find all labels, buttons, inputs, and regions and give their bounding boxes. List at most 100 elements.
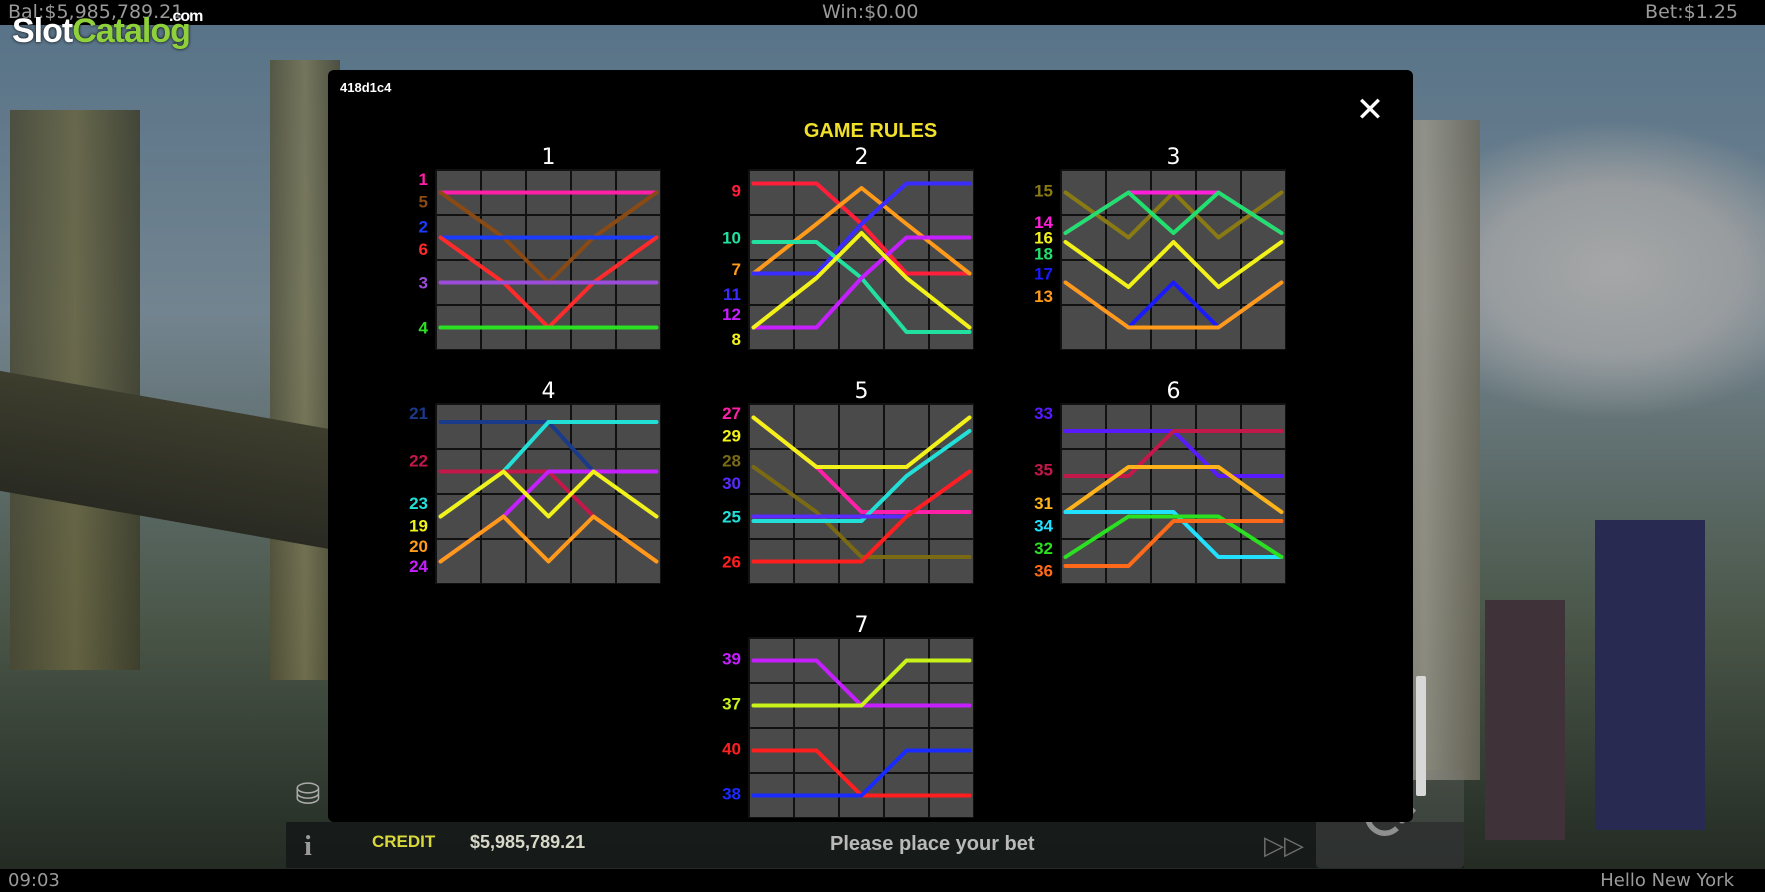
payline-path: [751, 465, 972, 559]
payline-diagram-7: 7 39 37 40 38: [722, 613, 974, 818]
payline-label: 29: [722, 427, 741, 446]
payline-path: [751, 231, 972, 330]
credit-label: CREDIT: [372, 832, 436, 851]
payline-label: 15: [1034, 181, 1053, 200]
payline-panel-6: 6 33 35 31 34 32 36: [1013, 376, 1286, 584]
payline-panel-number: 5: [855, 379, 869, 404]
payline-path: [1063, 510, 1284, 559]
payline-label: 39: [722, 649, 741, 668]
payline-label: 18: [1034, 244, 1053, 263]
payline-path: [1063, 465, 1284, 514]
payline-label: 14: [1034, 213, 1053, 232]
payline-label: 10: [722, 229, 741, 248]
build-id: 418d1c4: [340, 80, 392, 95]
status-message: Please place your bet: [830, 833, 1035, 855]
coins-icon[interactable]: ⛁: [295, 777, 321, 812]
watermark-part1: Slot: [12, 12, 73, 50]
payline-panel-4: 4 21 22 23 19 20 24: [388, 376, 661, 584]
payline-path: [751, 469, 972, 564]
credit-value: $5,985,789.21: [470, 832, 586, 852]
info-button[interactable]: i: [304, 831, 312, 862]
payline-label: 27: [722, 404, 741, 423]
payline-path: [751, 429, 972, 523]
payline-panel-7: 7 39 37 40 38: [701, 610, 974, 818]
building-bg-3: [1595, 520, 1705, 830]
watermark-logo: SlotCatalog .com: [12, 8, 203, 51]
game-rules-modal: 418d1c4 ✕ GAME RULES 1 1 5 2 6 3 4 2 9 10 7 11 12 8 3 1…: [328, 70, 1413, 822]
payline-path: [751, 181, 972, 276]
payline-label: 2: [419, 217, 428, 236]
payline-path: [1063, 240, 1284, 289]
payline-label: 34: [1034, 517, 1053, 536]
win-readout: Win:$0.00: [822, 1, 919, 23]
payline-label: 32: [1034, 539, 1053, 558]
payline-panel-2: 2 9 10 7 11 12 8: [701, 142, 974, 350]
payline-path: [1063, 519, 1284, 568]
game-name: Hello New York: [1600, 870, 1734, 891]
building-bg-2: [1485, 600, 1565, 840]
bottom-status-bar: 09:03 Hello New York: [0, 869, 1765, 892]
payline-panel-number: 7: [855, 613, 869, 638]
payline-label: 9: [732, 181, 741, 200]
payline-path: [751, 658, 972, 708]
payline-label: 21: [409, 404, 428, 423]
payline-label: 33: [1034, 404, 1053, 423]
watermark-part2: Catalog: [72, 12, 191, 50]
payline-label: 20: [409, 537, 428, 556]
payline-panel-number: 4: [542, 379, 556, 404]
fast-forward-icon[interactable]: ▷▷: [1264, 831, 1304, 861]
payline-diagram-6: 6 33 35 31 34 32 36: [1034, 379, 1286, 584]
payline-label: 12: [722, 305, 741, 324]
payline-label: 1: [419, 170, 428, 189]
payline-label: 38: [722, 784, 741, 803]
payline-label: 25: [722, 508, 741, 527]
payline-label: 22: [409, 451, 428, 470]
payline-label: 31: [1034, 494, 1053, 513]
payline-path: [1063, 514, 1284, 559]
top-status-bar: Bal:$5,985,789.21 Win:$0.00 Bet:$1.25: [0, 0, 1765, 25]
payline-label: 23: [409, 494, 428, 513]
payline-path: [1063, 280, 1284, 330]
payline-label: 16: [1034, 229, 1053, 248]
payline-diagram-5: 5 27 29 28 30 25 26: [722, 379, 974, 584]
modal-title: GAME RULES: [803, 120, 938, 142]
payline-label: 11: [723, 285, 741, 304]
payline-label: 13: [1034, 287, 1053, 306]
payline-label: 7: [732, 260, 741, 279]
game-controls-bar: [286, 822, 1464, 868]
balance-readout: Bal:$5,985,789.21: [8, 1, 184, 23]
payline-label: 26: [722, 553, 741, 572]
payline-label: 19: [409, 517, 428, 536]
payline-label: 5: [419, 193, 428, 212]
payline-panel-number: 6: [1167, 379, 1181, 404]
payline-label: 3: [419, 274, 428, 293]
payline-path: [751, 748, 972, 798]
payline-path: [751, 235, 972, 330]
close-icon[interactable]: ✕: [1355, 90, 1385, 130]
bet-readout: Bet:$1.25: [1645, 1, 1738, 23]
payline-label: 37: [722, 694, 741, 713]
payline-path: [438, 469, 659, 519]
payline-label: 40: [722, 739, 741, 758]
payline-label: 24: [409, 557, 428, 576]
payline-panel-1: 1 1 5 2 6 3 4: [388, 142, 661, 350]
payline-label: 17: [1034, 265, 1053, 284]
payline-label: 36: [1034, 562, 1053, 581]
payline-diagram-1: 1 1 5 2 6 3 4: [419, 145, 661, 350]
scrollbar-thumb[interactable]: [1416, 676, 1426, 796]
payline-panel-number: 2: [855, 145, 869, 170]
payline-label: 30: [722, 474, 741, 493]
payline-label: 6: [419, 240, 428, 259]
clock: 09:03: [8, 870, 60, 891]
payline-panel-3: 3 15 14 16 18 17 13: [1013, 142, 1286, 350]
payline-path: [751, 415, 972, 469]
payline-path: [438, 514, 659, 564]
payline-path: [1063, 190, 1284, 235]
payline-panel-number: 1: [542, 145, 556, 170]
payline-label: 28: [722, 451, 741, 470]
payline-panel-number: 3: [1167, 145, 1181, 170]
payline-label: 8: [732, 330, 741, 349]
payline-label: 35: [1034, 460, 1053, 479]
